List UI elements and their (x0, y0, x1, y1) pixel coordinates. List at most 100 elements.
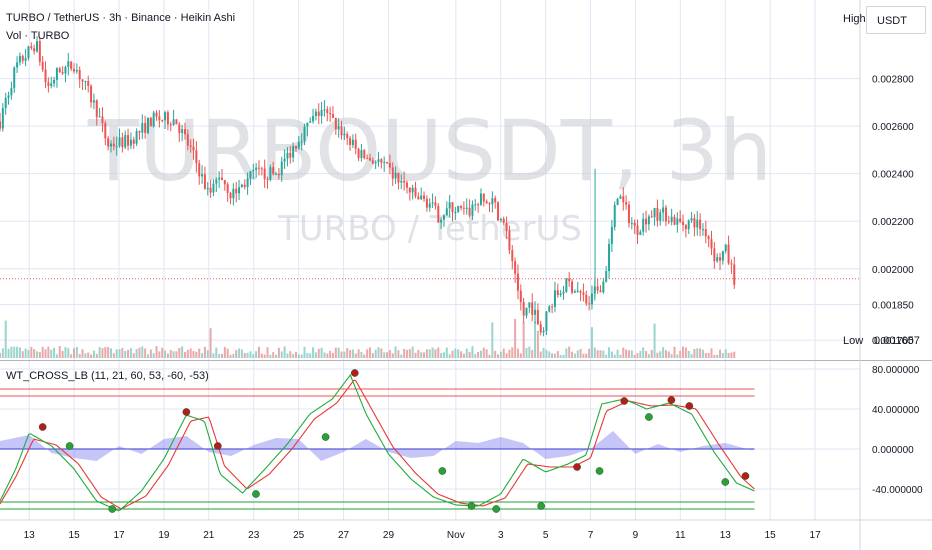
volume-bar (411, 346, 414, 358)
candle-body (294, 146, 297, 149)
candle-body (309, 121, 312, 123)
volume-bar (431, 347, 434, 358)
candle-body (109, 143, 112, 147)
candle-body (297, 142, 300, 149)
candle-body (451, 202, 454, 213)
volume-bar (730, 352, 733, 358)
candle-body (408, 187, 411, 193)
candle-body (508, 230, 511, 251)
volume-bar (118, 349, 121, 358)
volume-bar (50, 349, 53, 358)
candle-body (360, 150, 363, 158)
volume-bar (61, 350, 64, 358)
time-tick-label: 21 (203, 530, 215, 541)
indicator-label: WT_CROSS_LB (11, 21, 60, 53, -60, -53) (6, 370, 209, 382)
candle-body (257, 167, 260, 169)
volume-bar (84, 353, 87, 358)
wt-cross-point (685, 402, 694, 410)
candle-body (33, 48, 36, 52)
volume-bar (667, 351, 670, 358)
price-tick-label: 0.001850 (872, 300, 914, 311)
volume-bar (699, 348, 702, 358)
volume-bar (460, 351, 463, 358)
wt-histogram-area (0, 431, 755, 461)
candle-body (72, 68, 75, 72)
candle-body (87, 80, 90, 87)
volume-bar (212, 353, 215, 358)
candle-body (138, 131, 141, 133)
candle-body (630, 222, 633, 224)
price-tick-label: 0.002000 (872, 265, 914, 276)
volume-bar (391, 353, 394, 358)
volume-bar (525, 348, 528, 358)
oscillator-tick-label: -40.000000 (872, 485, 923, 496)
volume-bar (220, 353, 223, 358)
candle-body (10, 88, 13, 96)
candle-body (477, 204, 480, 206)
candle-body (670, 216, 673, 222)
candle-body (166, 112, 169, 125)
time-tick-label: 17 (113, 530, 125, 541)
volume-bar (109, 348, 112, 358)
candle-body (371, 160, 374, 164)
candle-body (613, 204, 616, 227)
volume-bar (98, 347, 101, 358)
candle-body (482, 193, 485, 202)
candle-body (576, 291, 579, 293)
candle-body (440, 219, 443, 223)
volume-bar (44, 349, 47, 358)
candle-body (397, 172, 400, 183)
candle-body (280, 161, 283, 176)
volume-bar (719, 349, 722, 358)
volume-bar (155, 346, 158, 358)
volume-bar (534, 321, 537, 358)
candle-body (497, 202, 500, 221)
candle-body (431, 202, 434, 204)
volume-bar (246, 352, 249, 358)
volume-bar (639, 350, 642, 358)
candle-body (343, 133, 346, 136)
wt1-line (0, 373, 755, 512)
volume-bar (306, 353, 309, 358)
candle-body (18, 55, 21, 63)
volume-bar (41, 346, 44, 358)
volume-bar (576, 350, 579, 358)
volume-bar (169, 349, 172, 358)
candle-body (269, 167, 272, 180)
candle-body (27, 46, 30, 58)
candle-body (24, 57, 27, 61)
time-tick-label: 13 (24, 530, 36, 541)
candle-body (684, 225, 687, 230)
volume-bar (166, 353, 169, 358)
candle-body (255, 167, 258, 170)
candle-body (568, 278, 571, 282)
candle-body (70, 61, 73, 69)
candle-body (573, 291, 576, 293)
volume-bar (349, 350, 352, 358)
candle-body (525, 307, 528, 316)
candle-body (380, 159, 383, 163)
candle-body (161, 120, 164, 122)
volume-bar (201, 353, 204, 358)
candle-body (331, 114, 334, 118)
volume-bar (397, 350, 400, 358)
volume-bar (178, 348, 181, 358)
volume-bar (716, 354, 719, 358)
time-tick-label: 19 (158, 530, 170, 541)
volume-bar (260, 353, 263, 358)
volume-bar (280, 351, 283, 358)
quote-currency-button[interactable]: USDT (866, 6, 926, 34)
volume-bar (727, 352, 730, 358)
candle-body (411, 187, 414, 193)
candle-body (58, 68, 61, 73)
volume-bar (55, 354, 58, 358)
volume-bar (232, 353, 235, 358)
volume-bar (479, 350, 482, 358)
candle-body (44, 69, 47, 83)
candle-body (289, 152, 292, 158)
volume-bar (673, 346, 676, 358)
volume-bar (687, 350, 690, 358)
candle-body (249, 171, 252, 179)
